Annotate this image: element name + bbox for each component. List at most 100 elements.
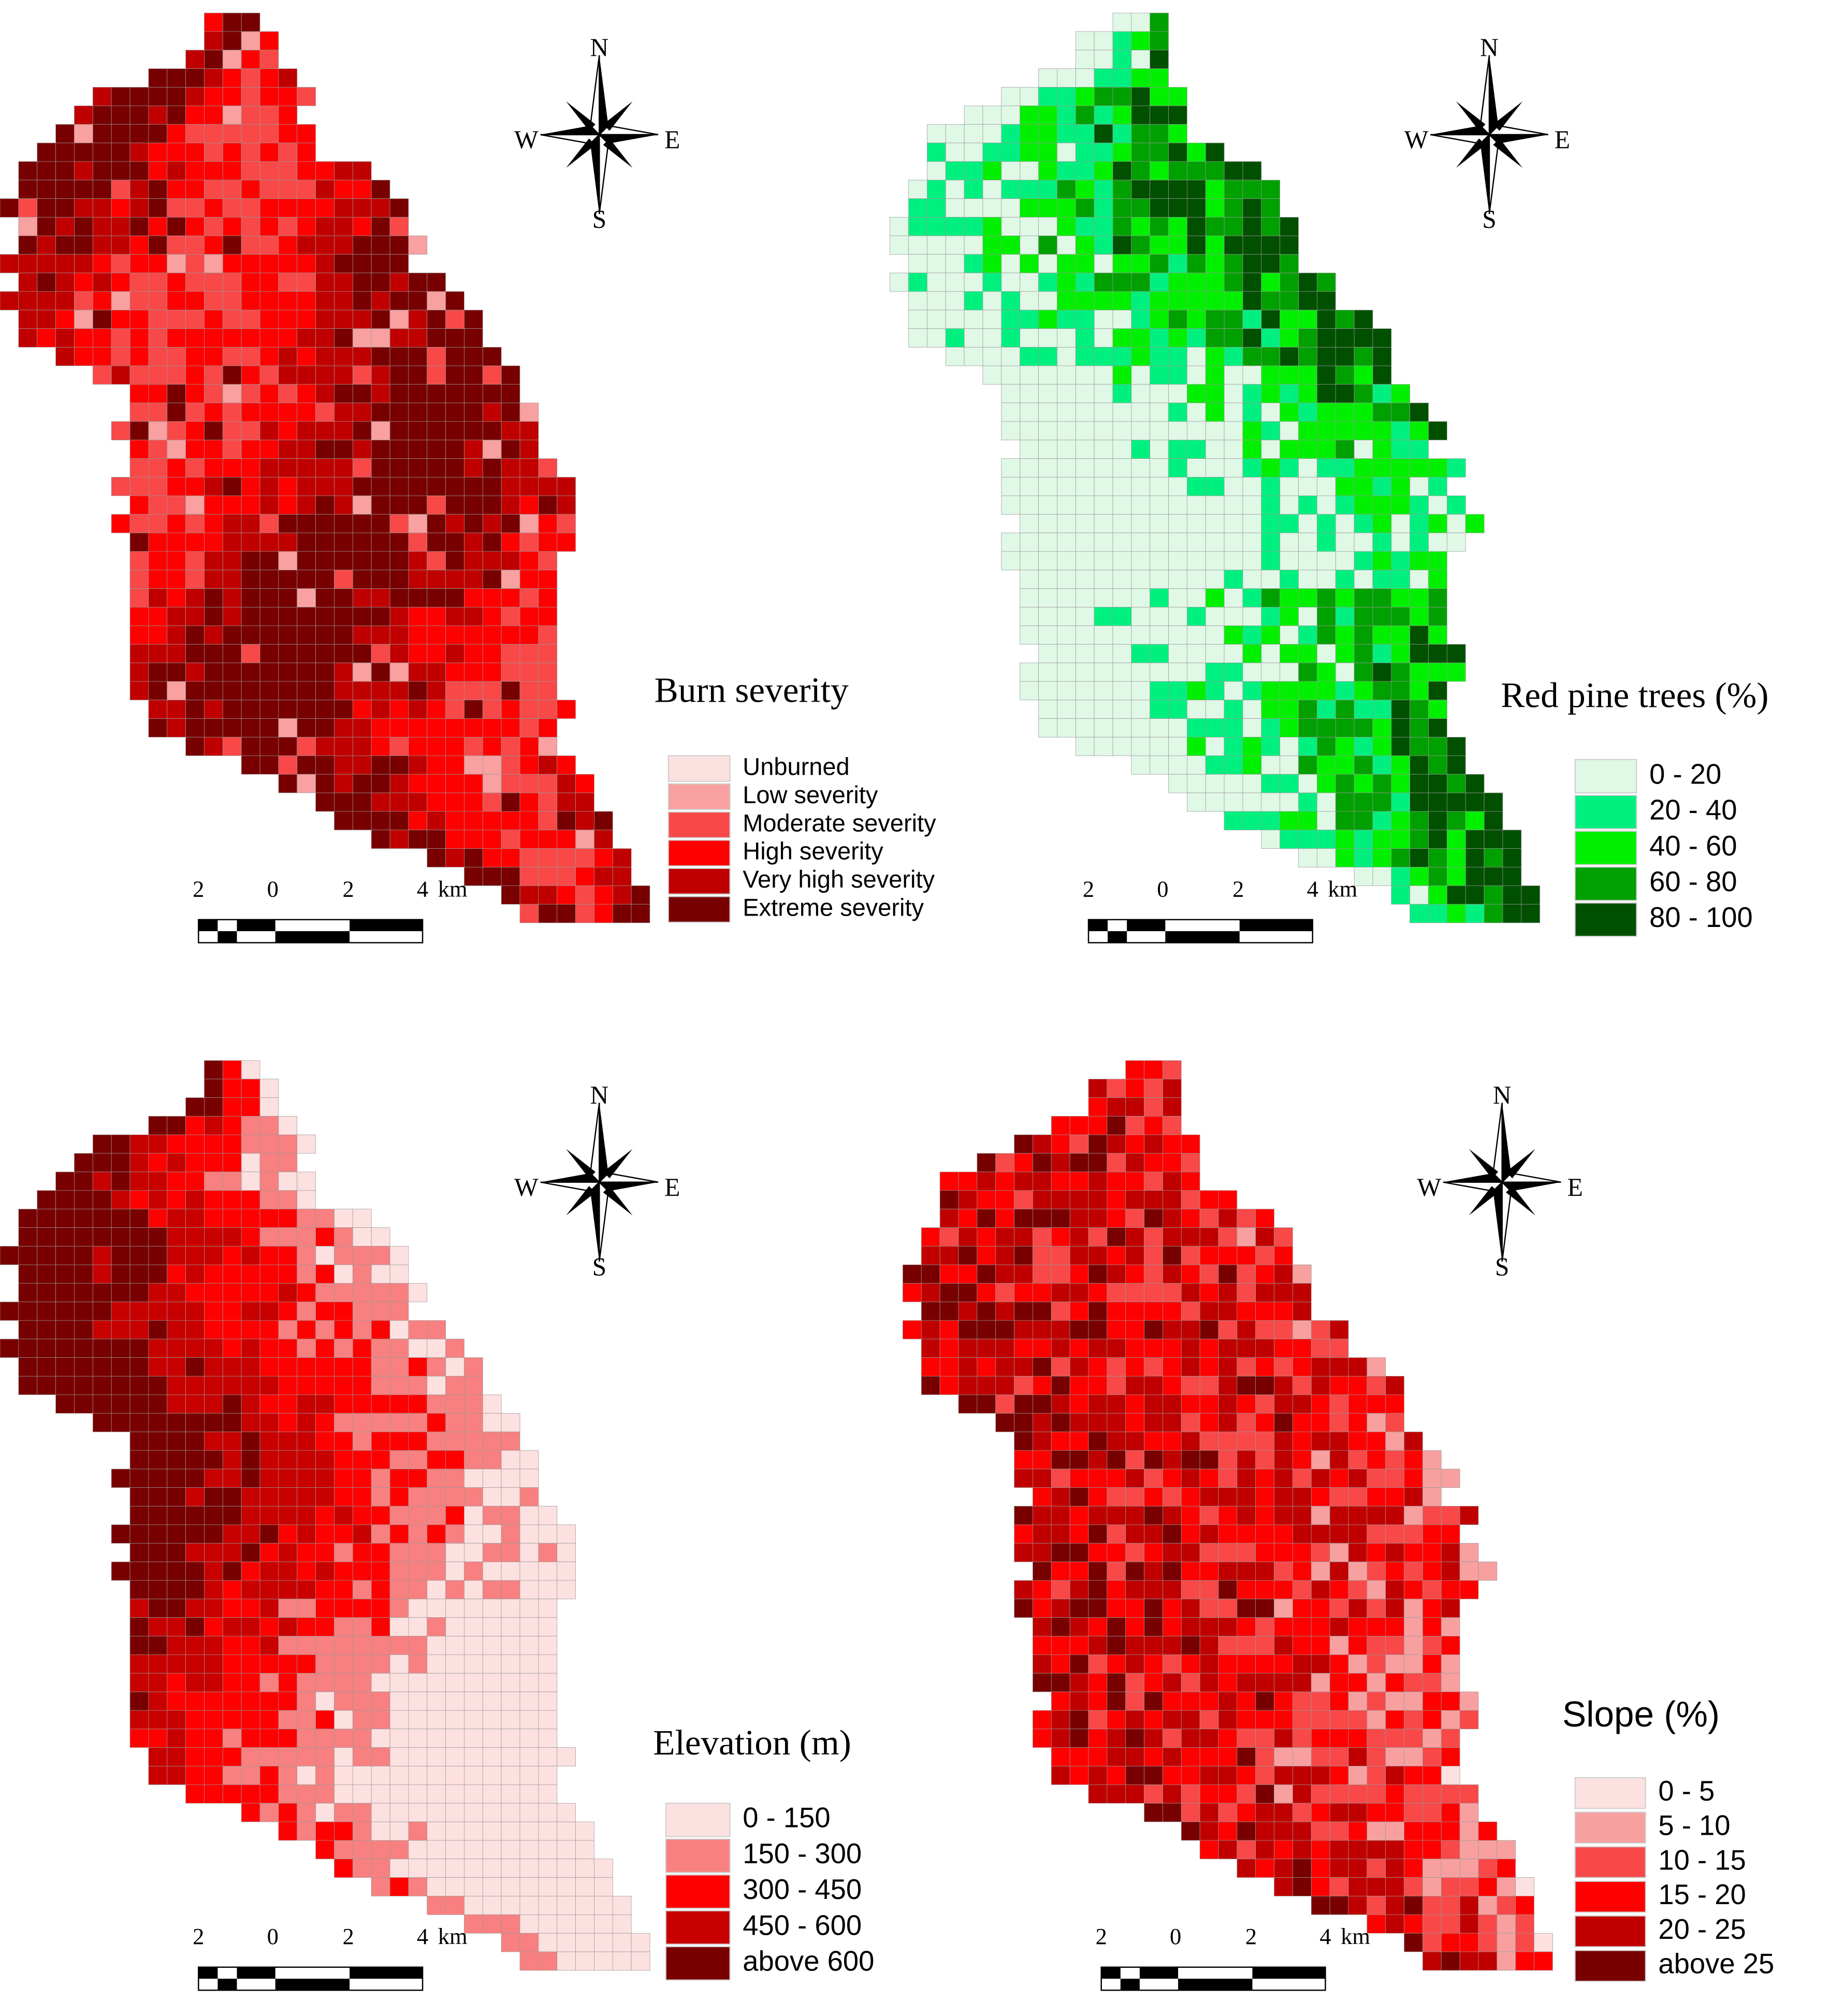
- grid-cell: [1354, 477, 1373, 496]
- grid-cell: [37, 1339, 56, 1358]
- grid-cell: [1224, 792, 1243, 812]
- grid-cell: [259, 1561, 279, 1581]
- grid-cell: [204, 1227, 223, 1246]
- grid-cell: [241, 1747, 260, 1766]
- grid-cell: [185, 105, 205, 125]
- grid-cell: [482, 1729, 502, 1748]
- grid-cell: [1057, 458, 1076, 477]
- grid-cell: [148, 402, 168, 422]
- grid-cell: [1131, 440, 1151, 459]
- grid-cell: [185, 1599, 205, 1618]
- grid-cell: [1150, 217, 1169, 236]
- grid-cell: [1205, 755, 1225, 775]
- grid-cell: [1261, 495, 1281, 515]
- grid-cell: [445, 384, 464, 403]
- grid-cell: [501, 792, 520, 812]
- grid-cell: [185, 495, 205, 515]
- grid-cell: [519, 811, 539, 831]
- grid-cell: [1038, 180, 1057, 199]
- grid-cell: [908, 291, 927, 311]
- grid-cell: [185, 477, 205, 496]
- grid-cell: [371, 1673, 390, 1692]
- grid-cell: [1187, 384, 1206, 403]
- grid-cell: [167, 421, 186, 441]
- grid-cell: [1051, 1636, 1070, 1655]
- grid-cell: [408, 495, 428, 515]
- grid-cell: [55, 235, 75, 255]
- grid-cell: [297, 1766, 316, 1785]
- grid-cell: [1367, 1561, 1386, 1581]
- grid-cell: [148, 124, 168, 143]
- grid-cell: [389, 607, 409, 626]
- grid-cell: [501, 867, 520, 886]
- grid-cell: [55, 1320, 75, 1340]
- compass-label: W: [514, 1173, 539, 1201]
- grid-cell: [964, 217, 983, 236]
- grid-cell: [352, 347, 372, 366]
- grid-cell: [315, 495, 335, 515]
- grid-cell: [1422, 1896, 1442, 1915]
- scale-segment: [275, 931, 350, 943]
- legend-label: above 600: [743, 1946, 874, 1977]
- grid-cell: [995, 1227, 1014, 1246]
- grid-cell: [297, 1190, 316, 1210]
- grid-cell: [389, 1654, 409, 1674]
- grid-cell: [1020, 142, 1039, 162]
- grid-cell: [557, 1840, 576, 1860]
- grid-cell: [945, 254, 965, 273]
- grid-cells: [0, 12, 650, 923]
- grid-cell: [389, 1506, 409, 1525]
- grid-cell: [334, 1431, 353, 1451]
- grid-cell: [1255, 1227, 1274, 1246]
- grid-cell: [334, 1729, 353, 1748]
- grid-cell: [1428, 811, 1447, 831]
- grid-cell: [1280, 792, 1299, 812]
- grid-cell: [204, 700, 223, 719]
- grid-cell: [1293, 1654, 1312, 1674]
- grid-cell: [890, 272, 909, 292]
- grid-cell: [1298, 310, 1317, 329]
- grid-cell: [185, 1543, 205, 1562]
- grid-cell: [1112, 254, 1132, 273]
- grid-cell: [408, 1859, 428, 1878]
- grid-cell: [482, 1636, 502, 1655]
- grid-cell: [995, 1209, 1014, 1228]
- grid-cell: [1280, 588, 1299, 607]
- grid-cell: [1354, 625, 1373, 645]
- grid-cell: [185, 1190, 205, 1210]
- grid-cell: [1329, 1803, 1349, 1822]
- grid-cell: [1348, 1413, 1368, 1432]
- grid-cell: [501, 440, 520, 459]
- grid-cell: [315, 718, 335, 737]
- legend-label: Very high severity: [743, 865, 935, 893]
- grid-cell: [482, 607, 502, 626]
- grid-cell: [1459, 1933, 1479, 1952]
- grid-cell: [464, 662, 483, 682]
- grid-cell: [129, 1580, 149, 1600]
- grid-cell: [1261, 347, 1281, 366]
- grid-cell: [1131, 50, 1151, 69]
- grid-cell: [1274, 1283, 1293, 1302]
- grid-cell: [1317, 347, 1336, 366]
- grid-cell: [464, 607, 483, 626]
- grid-cell: [334, 514, 353, 533]
- grid-cell: [1218, 1450, 1238, 1470]
- grid-cell: [1020, 328, 1039, 347]
- grid-cell: [427, 291, 446, 311]
- grid-cell: [1125, 1729, 1144, 1748]
- grid-cell: [1422, 1654, 1442, 1674]
- grid-cell: [167, 328, 186, 347]
- grid-cell: [1459, 1506, 1479, 1525]
- grid-cell: [427, 607, 446, 626]
- grid-cell: [278, 105, 298, 125]
- grid-cell: [204, 1543, 223, 1562]
- grid-cell: [1107, 1729, 1126, 1748]
- grid-cell: [1274, 1246, 1293, 1265]
- grid-cell: [1242, 384, 1262, 403]
- grid-cell: [1255, 1339, 1274, 1358]
- grid-cell: [538, 495, 558, 515]
- grid-cell: [1391, 774, 1411, 793]
- grid-cell: [538, 514, 558, 533]
- grid-cell: [1502, 830, 1522, 849]
- grid-cell: [371, 1431, 390, 1451]
